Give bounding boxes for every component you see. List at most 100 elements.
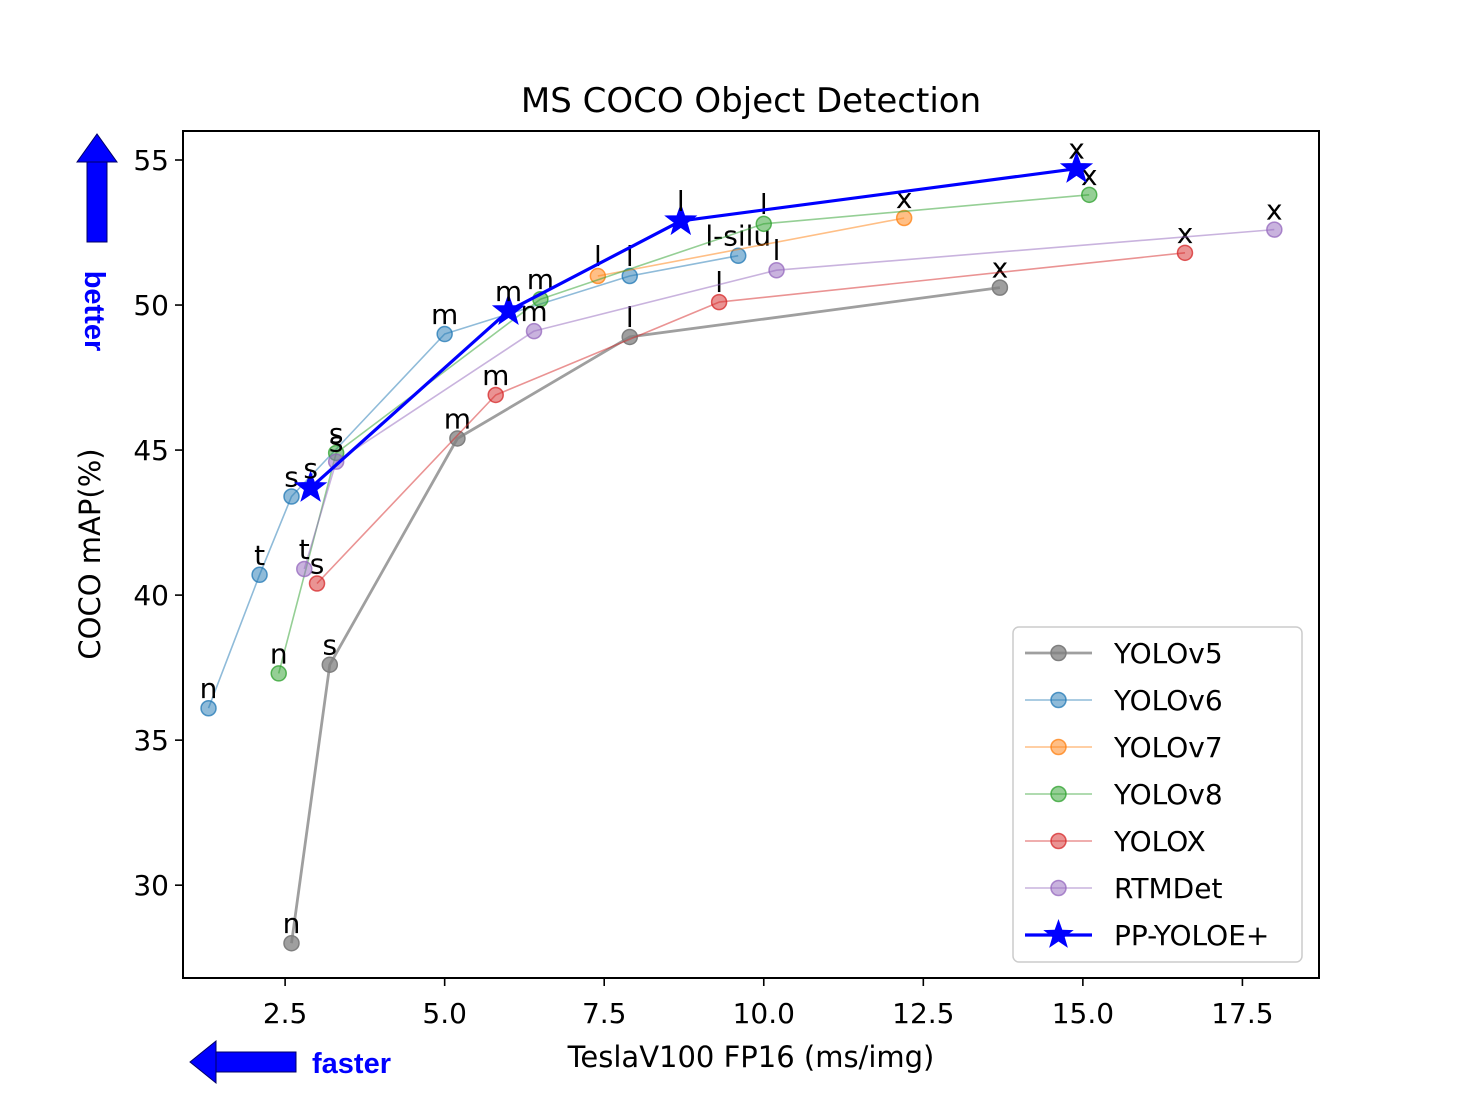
data-point — [664, 203, 698, 236]
y-tick-label: 40 — [133, 579, 169, 612]
point-label: l — [594, 240, 602, 273]
data-point — [293, 470, 328, 502]
data-point — [321, 656, 339, 673]
point-label: l — [626, 240, 634, 273]
legend-box — [1012, 626, 1303, 963]
legend-entry-yolov5: YOLOv5 — [1025, 637, 1223, 670]
legend-entry-yolov8: YOLOv8 — [1025, 778, 1223, 811]
series-line-yolov5 — [290, 286, 1001, 944]
series-line-rtmdet — [303, 228, 1275, 570]
data-point — [1080, 186, 1098, 204]
point-label: x — [1266, 194, 1283, 227]
series-line-yolov6 — [207, 254, 739, 709]
data-point — [308, 575, 326, 592]
legend-label: RTMDet — [1114, 872, 1222, 905]
legend-marker — [1050, 785, 1067, 803]
data-point — [270, 665, 287, 682]
point-label: n — [270, 637, 288, 670]
point-label: m — [520, 295, 547, 328]
point-label: m — [482, 359, 509, 392]
series-line-yolov7 — [597, 217, 905, 277]
data-point — [589, 267, 607, 285]
y-axis-label: COCO mAP(%) — [73, 448, 107, 659]
legend-entry-pp-yoloe: PP-YOLOE+ — [1025, 919, 1269, 952]
data-point — [487, 386, 504, 404]
data-point — [251, 566, 268, 584]
y-tick-label: 55 — [133, 144, 169, 177]
series-line-yolox — [316, 252, 1186, 585]
x-tick-label: 10.0 — [733, 997, 795, 1030]
point-label: s — [322, 629, 337, 662]
data-point — [755, 215, 773, 233]
data-point — [768, 261, 785, 279]
data-point — [327, 453, 345, 470]
point-label: s — [284, 460, 299, 493]
y-tick-label: 45 — [133, 434, 169, 467]
legend-label: YOLOv6 — [1113, 684, 1223, 717]
y-axis-ticks: 30 35 40 45 50 55 — [133, 144, 183, 902]
legend-label: YOLOv5 — [1113, 637, 1223, 670]
data-point — [525, 322, 543, 340]
y-tick-label: 50 — [133, 289, 169, 322]
legend-marker — [1050, 879, 1067, 897]
point-label: l — [626, 301, 634, 334]
point-label: l — [715, 266, 723, 299]
y-tick-label: 35 — [133, 724, 169, 757]
data-point — [296, 560, 313, 578]
legend-marker — [1050, 738, 1067, 756]
point-label: t — [299, 533, 310, 566]
data-point — [436, 325, 453, 343]
x-tick-label: 2.5 — [263, 997, 308, 1030]
x-axis-label: TeslaV100 FP16 (ms/img) — [567, 1040, 935, 1074]
data-point — [1266, 221, 1283, 238]
series-yolov8: n s m l x — [270, 159, 1098, 682]
legend-label: YOLOX — [1113, 825, 1206, 858]
data-point — [200, 699, 217, 717]
x-tick-label: 7.5 — [582, 997, 627, 1030]
legend: YOLOv5 YOLOv6 YOLOv7 YOLOv8 YOLOX RTMDet PP-YO… — [1012, 626, 1303, 963]
series-yolov5: n s m l x — [283, 252, 1009, 952]
better-arrow: better — [76, 133, 118, 351]
series-yolox: s m l x — [308, 217, 1194, 592]
legend-marker — [1043, 919, 1074, 948]
point-label: s — [329, 417, 344, 450]
data-point — [449, 430, 466, 447]
series-pp-yoloe: s m l x — [293, 133, 1094, 502]
data-point — [283, 488, 300, 505]
plot-frame — [182, 130, 1320, 979]
point-label: l — [677, 185, 685, 218]
legend-entry-yolov6: YOLOv6 — [1025, 684, 1223, 717]
data-point — [1176, 244, 1194, 262]
point-label: m — [495, 275, 522, 308]
legend-label: YOLOv7 — [1113, 731, 1223, 764]
data-point — [491, 293, 526, 326]
data-point — [710, 293, 728, 311]
legend-label: YOLOv8 — [1113, 778, 1223, 811]
point-label: m — [444, 402, 471, 435]
legend-marker — [1050, 691, 1067, 709]
better-arrow-head — [76, 133, 118, 163]
y-tick-label: 30 — [133, 869, 169, 902]
point-label: l — [773, 234, 781, 267]
legend-marker — [1050, 832, 1067, 850]
point-label: s — [303, 452, 318, 485]
point-label: m — [527, 263, 554, 296]
data-point — [1059, 151, 1094, 183]
point-label: n — [283, 907, 301, 940]
point-label: s — [310, 548, 325, 581]
point-label: t — [254, 539, 265, 572]
data-point — [729, 247, 747, 264]
series-line-pp-yoloe — [309, 167, 1077, 489]
point-label: x — [1177, 217, 1194, 250]
faster-arrow: faster — [189, 1039, 391, 1085]
faster-label: faster — [312, 1048, 391, 1080]
legend-marker — [1050, 644, 1067, 662]
point-label: l — [760, 188, 768, 221]
point-label: x — [1068, 133, 1085, 166]
legend-label: PP-YOLOE+ — [1114, 919, 1269, 952]
faster-arrow-shaft — [213, 1051, 297, 1073]
point-label: x — [992, 252, 1009, 285]
